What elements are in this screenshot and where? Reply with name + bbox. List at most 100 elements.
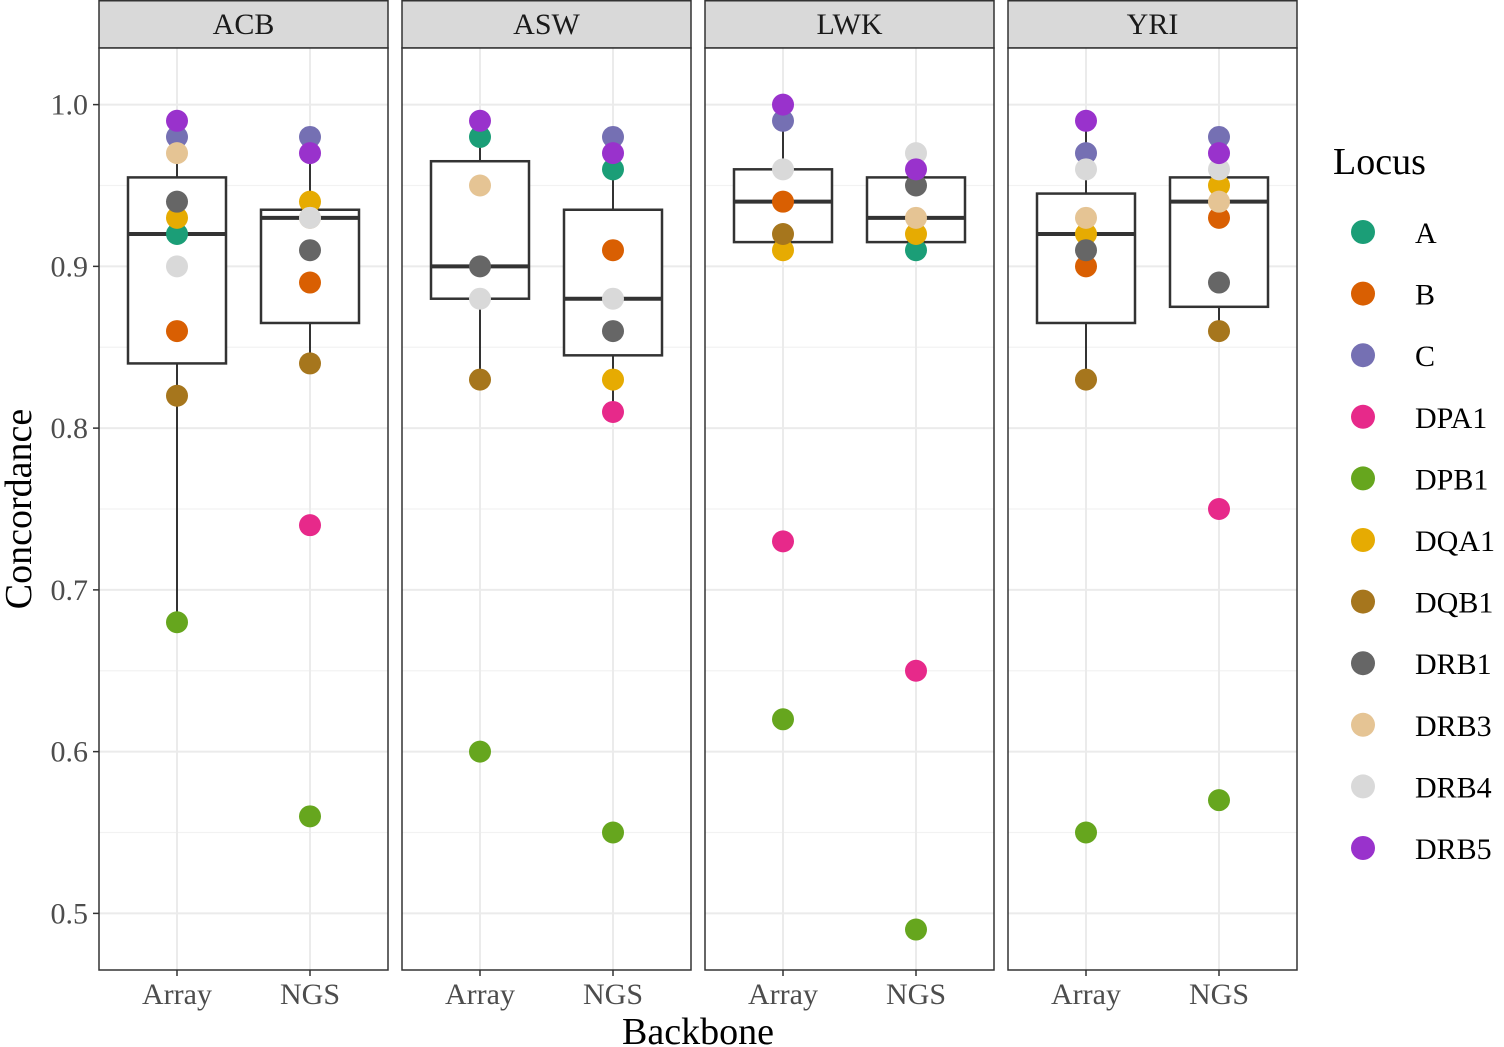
point-a — [602, 158, 624, 181]
legend-item-drb5: DRB5 — [1351, 833, 1492, 866]
point-dqb1 — [1208, 320, 1230, 343]
point-drb1 — [1208, 271, 1230, 294]
facet-strip-label: YRI — [1127, 8, 1179, 41]
point-dpb1 — [905, 918, 927, 941]
y-tick-label: 0.5 — [51, 897, 89, 930]
point-drb1 — [166, 190, 188, 213]
x-tick-label: NGS — [280, 978, 340, 1011]
point-b — [1208, 206, 1230, 229]
point-b — [602, 239, 624, 262]
point-dqa1 — [1075, 223, 1097, 246]
legend-key — [1351, 589, 1375, 614]
y-tick-label: 0.7 — [51, 574, 89, 607]
legend-label: DPA1 — [1415, 402, 1487, 435]
facet-strip-label: ASW — [513, 8, 580, 41]
point-b — [299, 271, 321, 294]
point-b — [772, 190, 794, 213]
x-tick-label: NGS — [886, 978, 946, 1011]
y-tick-label: 0.8 — [51, 412, 89, 445]
point-dpb1 — [602, 821, 624, 844]
facet-strip-label: LWK — [816, 8, 882, 41]
point-drb1 — [905, 174, 927, 197]
point-c — [1075, 142, 1097, 165]
legend-label: DRB3 — [1415, 710, 1492, 743]
point-drb4 — [1075, 158, 1097, 181]
x-tick-label: Array — [142, 978, 212, 1011]
point-drb4 — [1208, 158, 1230, 181]
legend-key — [1351, 712, 1375, 737]
facet-panel-acb: ACB Array NGS — [98, 0, 389, 1011]
group-yri-ngs — [1168, 125, 1270, 812]
point-dqa1 — [1208, 174, 1230, 197]
point-drb4 — [905, 142, 927, 165]
panel-border — [704, 47, 995, 971]
group-yri-array — [1035, 109, 1137, 844]
legend-key — [1351, 651, 1375, 676]
point-drb5 — [772, 93, 794, 116]
legend-label: B — [1415, 279, 1435, 312]
point-dpa1 — [299, 514, 321, 537]
point-dpa1 — [772, 530, 794, 553]
panel-border — [98, 47, 389, 971]
point-drb3 — [469, 174, 491, 197]
legend-key — [1351, 836, 1375, 860]
point-dqa1 — [299, 190, 321, 213]
point-a — [905, 239, 927, 262]
point-a — [469, 125, 491, 148]
point-drb3 — [1075, 206, 1097, 229]
legend-key — [1351, 404, 1375, 429]
x-tick-label: Array — [748, 978, 818, 1011]
legend-item-dpa1: DPA1 — [1351, 402, 1487, 435]
facet-strip-label: ACB — [213, 8, 275, 41]
y-axis: 0.5 0.6 0.7 0.8 0.9 1.0 — [51, 89, 99, 930]
legend-key — [1351, 281, 1375, 306]
point-dpb1 — [166, 611, 188, 634]
point-b — [166, 320, 188, 343]
point-dqb1 — [772, 223, 794, 246]
legend-items: ABC DPA1 DPB1 DQA1 DQB1 DRB1 DRB3 DRB4 DRB5 — [1351, 217, 1495, 866]
point-drb5 — [905, 158, 927, 181]
legend-label: DQB1 — [1415, 587, 1493, 620]
point-drb5 — [299, 142, 321, 165]
point-c — [1208, 125, 1230, 148]
point-drb4 — [602, 287, 624, 310]
point-dpa1 — [905, 659, 927, 682]
point-dpb1 — [1075, 821, 1097, 844]
legend-title: Locus — [1333, 141, 1426, 183]
point-c — [166, 125, 188, 148]
legend-item-c: C — [1351, 340, 1435, 373]
point-dpa1 — [1208, 498, 1230, 520]
legend-item-dqa1: DQA1 — [1351, 525, 1495, 558]
point-drb5 — [166, 109, 188, 132]
point-a — [166, 223, 188, 246]
y-tick-label: 1.0 — [51, 89, 89, 122]
point-drb5 — [1208, 142, 1230, 165]
facet-strip — [1007, 0, 1298, 49]
point-c — [299, 125, 321, 148]
point-dqa1 — [772, 239, 794, 262]
group-lwk-ngs — [865, 142, 967, 941]
point-drb4 — [299, 206, 321, 229]
legend-key — [1351, 343, 1375, 368]
legend-key — [1351, 220, 1375, 244]
legend-item-dpb1: DPB1 — [1351, 463, 1488, 496]
point-drb1 — [602, 320, 624, 343]
legend-key — [1351, 528, 1375, 552]
facet-strip — [401, 0, 692, 49]
point-drb4 — [166, 255, 188, 278]
point-drb5 — [1075, 109, 1097, 132]
legend-item-drb4: DRB4 — [1351, 771, 1492, 804]
point-b — [1075, 255, 1097, 278]
panel-border — [1007, 47, 1298, 971]
point-dqb1 — [469, 368, 491, 391]
x-tick-label: Array — [1051, 978, 1121, 1011]
point-dpb1 — [1208, 789, 1230, 812]
point-drb5 — [602, 142, 624, 165]
facet-panel-yri: YRI Array NGS — [1007, 0, 1298, 1011]
legend-label: DRB5 — [1415, 833, 1492, 866]
point-dqb1 — [166, 384, 188, 407]
panel-border — [401, 47, 692, 971]
y-tick-label: 0.9 — [51, 250, 89, 283]
group-acb-array — [126, 109, 228, 634]
legend: Locus ABC DPA1 DPB1 DQA1 DQB1 DRB1 DRB3 DRB4 DRB… — [1333, 141, 1495, 866]
